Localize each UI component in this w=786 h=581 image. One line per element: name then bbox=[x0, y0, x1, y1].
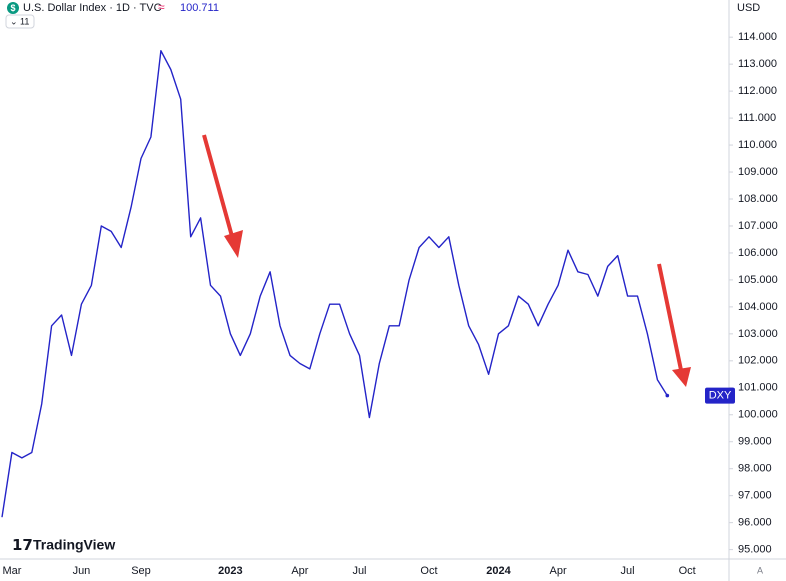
last-price: 100.711 bbox=[180, 2, 219, 14]
auto-scale-button[interactable]: A bbox=[757, 565, 763, 575]
series-tag-bg bbox=[705, 387, 735, 404]
y-tick-label: 110.000 bbox=[738, 139, 777, 151]
x-tick-label: Sep bbox=[131, 565, 151, 577]
symbol-icon-glyph: $ bbox=[10, 3, 15, 13]
y-tick-label: 98.000 bbox=[738, 463, 772, 475]
y-tick-label: 113.000 bbox=[738, 58, 777, 70]
brand-name: TradingView bbox=[33, 537, 115, 553]
series-tag: DXY bbox=[709, 389, 732, 401]
chart-title: U.S. Dollar Index · 1D · TVC bbox=[23, 2, 162, 14]
y-tick-label: 106.000 bbox=[738, 247, 778, 259]
indicators-toggle[interactable] bbox=[5, 14, 35, 29]
trend-arrow-head bbox=[224, 230, 243, 258]
x-tick-label: Jul bbox=[352, 565, 366, 577]
y-tick-label: 114.000 bbox=[738, 31, 777, 43]
x-tick-label: Jun bbox=[73, 565, 91, 577]
trend-arrow-head bbox=[672, 367, 691, 387]
y-tick-label: 105.000 bbox=[738, 274, 778, 286]
y-tick-label: 104.000 bbox=[738, 301, 778, 313]
y-tick-label: 103.000 bbox=[738, 328, 778, 340]
indicators-chevron: ⌄ bbox=[10, 16, 18, 26]
symbol-icon bbox=[7, 2, 19, 14]
y-tick-label: 99.000 bbox=[738, 436, 772, 448]
y-tick-label: 96.000 bbox=[738, 517, 772, 529]
x-tick-label: Oct bbox=[420, 565, 437, 577]
y-tick-label: 112.000 bbox=[738, 85, 777, 97]
trend-arrow-shaft bbox=[202, 134, 235, 241]
y-tick-label: 100.000 bbox=[738, 409, 778, 421]
x-tick-label: Oct bbox=[679, 565, 696, 577]
y-tick-label: 108.000 bbox=[738, 193, 778, 205]
y-tick-label: 111.000 bbox=[738, 112, 776, 124]
y-tick-label: 102.000 bbox=[738, 355, 778, 367]
x-tick-label: 2023 bbox=[218, 565, 242, 577]
y-tick-label: 101.000 bbox=[738, 382, 778, 394]
y-tick-label: 107.000 bbox=[738, 220, 778, 232]
x-tick-label: Apr bbox=[550, 565, 567, 577]
x-tick-label: 2024 bbox=[486, 565, 511, 577]
last-point bbox=[665, 393, 670, 398]
y-tick-label: 109.000 bbox=[738, 166, 778, 178]
price-line bbox=[1, 50, 668, 518]
currency-label: USD bbox=[737, 2, 760, 14]
pulse-icon: ≈ bbox=[158, 0, 165, 14]
y-tick-label: 97.000 bbox=[738, 490, 772, 502]
x-tick-label: Jul bbox=[621, 565, 635, 577]
x-tick-label: Mar bbox=[2, 565, 21, 577]
indicators-count: 11 bbox=[20, 16, 29, 26]
trend-arrow-shaft bbox=[657, 263, 683, 371]
brand-logo: 𝟭𝟳 bbox=[12, 537, 33, 554]
y-tick-label: 95.000 bbox=[738, 544, 772, 556]
x-tick-label: Apr bbox=[291, 565, 308, 577]
